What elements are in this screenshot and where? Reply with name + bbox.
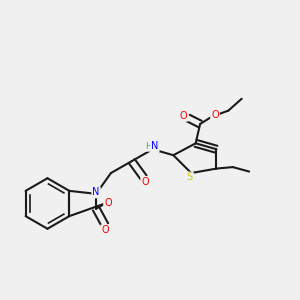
Text: N: N <box>151 141 159 151</box>
Text: O: O <box>101 225 109 236</box>
Text: O: O <box>141 177 149 187</box>
Text: O: O <box>180 111 188 121</box>
Text: S: S <box>187 172 193 182</box>
Text: N: N <box>92 188 100 197</box>
Text: O: O <box>211 110 219 120</box>
Text: H: H <box>145 142 152 151</box>
Text: O: O <box>104 199 112 208</box>
